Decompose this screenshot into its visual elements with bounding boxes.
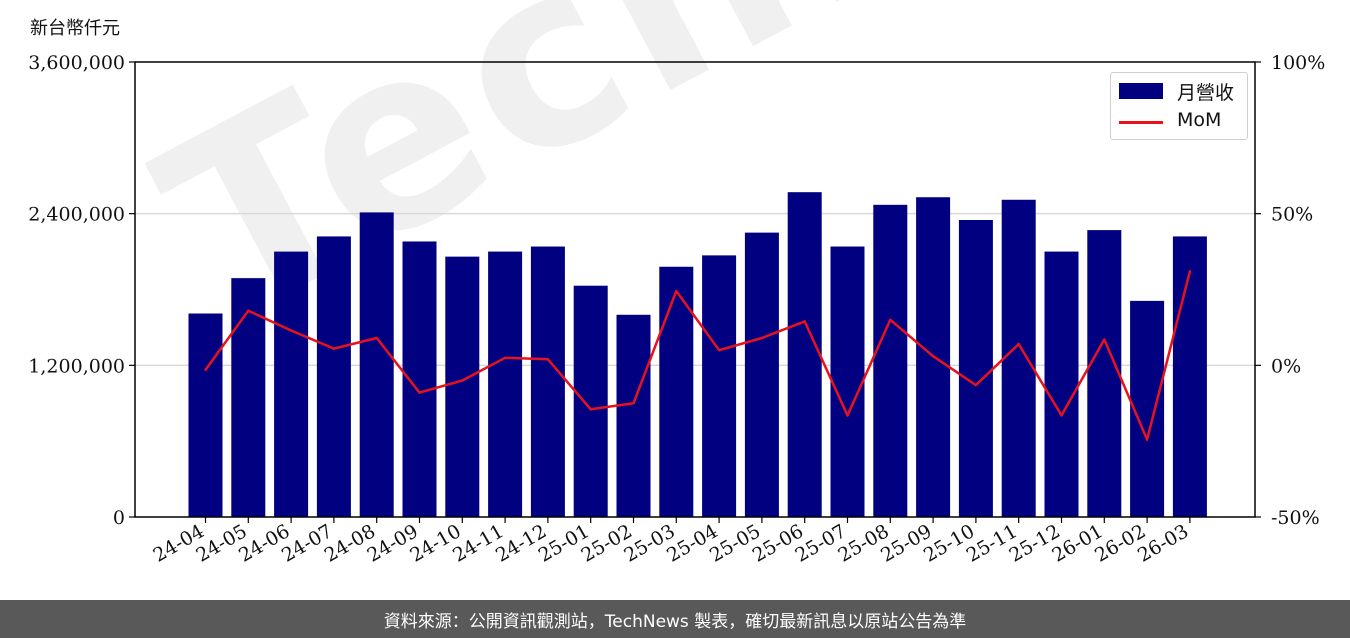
right-tick-label: -50% xyxy=(1271,507,1320,529)
bar-25-06 xyxy=(787,192,822,518)
mom-point-24-10 xyxy=(461,379,464,382)
mom-point-25-06 xyxy=(803,320,806,323)
mom-point-25-08 xyxy=(889,318,892,322)
bar-24-05 xyxy=(231,278,266,517)
mom-point-25-02 xyxy=(632,402,635,405)
mom-line xyxy=(204,270,1192,441)
bar-25-05 xyxy=(744,232,779,517)
legend-label-mom: MoM xyxy=(1177,109,1222,131)
right-tick-label: 50% xyxy=(1271,204,1313,226)
mom-point-25-12 xyxy=(1060,414,1063,417)
source-footer: 資料來源：公開資訊觀測站，TechNews 製表，確切最新訊息以原站公告為準 xyxy=(0,600,1350,638)
bar-25-07 xyxy=(830,246,865,517)
mom-point-25-05 xyxy=(760,336,764,340)
mom-point-24-09 xyxy=(418,391,421,394)
legend-swatch-mom xyxy=(1119,121,1163,124)
mom-point-24-08 xyxy=(375,336,378,340)
plot-frame xyxy=(134,61,1256,518)
bar-25-01 xyxy=(573,285,608,517)
mom-point-24-05 xyxy=(247,309,250,312)
mom-point-24-06 xyxy=(289,329,293,332)
bar-24-07 xyxy=(316,236,351,517)
bar-25-03 xyxy=(659,266,694,517)
legend-item-revenue: 月營收 xyxy=(1111,75,1247,105)
mom-point-24-11 xyxy=(503,356,507,359)
bar-24-12 xyxy=(530,246,565,517)
bar-25-08 xyxy=(873,204,908,517)
y-axis-unit-label: 新台幣仟元 xyxy=(30,18,120,39)
mom-point-24-12 xyxy=(546,358,550,361)
bar-26-03 xyxy=(1172,236,1207,517)
left-tick-label: 2,400,000 xyxy=(28,204,125,226)
bar-25-11 xyxy=(1001,199,1036,517)
right-tick-label: 100% xyxy=(1271,52,1325,74)
legend-item-mom: MoM xyxy=(1111,106,1247,136)
mom-point-25-04 xyxy=(717,348,721,352)
mom-point-24-04 xyxy=(204,368,207,372)
x-tick-label-26-03: 26-03 xyxy=(1134,520,1192,566)
mom-point-25-11 xyxy=(1017,342,1020,346)
bar-25-10 xyxy=(958,219,993,517)
bar-24-06 xyxy=(274,251,309,518)
left-tick-label: 1,200,000 xyxy=(28,355,125,377)
mom-point-24-07 xyxy=(332,347,336,350)
legend-swatch-revenue xyxy=(1119,83,1163,99)
bar-25-12 xyxy=(1044,251,1079,518)
left-tick-label: 3,600,000 xyxy=(28,52,125,74)
bar-25-02 xyxy=(616,314,651,517)
bar-26-01 xyxy=(1087,230,1122,517)
legend-label-revenue: 月營收 xyxy=(1177,82,1235,104)
bar-25-04 xyxy=(702,255,737,517)
chart-legend: 月營收 MoM xyxy=(1110,72,1248,140)
mom-point-26-01 xyxy=(1103,338,1106,341)
mom-point-25-03 xyxy=(675,289,678,293)
bar-24-11 xyxy=(488,251,523,518)
mom-point-26-02 xyxy=(1145,438,1149,441)
mom-point-25-09 xyxy=(931,355,935,358)
bar-26-02 xyxy=(1130,300,1165,517)
right-tick-label: 0% xyxy=(1271,355,1301,377)
bar-24-10 xyxy=(445,256,480,517)
bar-24-04 xyxy=(188,313,223,517)
mom-point-25-10 xyxy=(974,383,978,387)
left-tick-label: 0 xyxy=(113,507,125,529)
mom-point-26-03 xyxy=(1188,270,1192,273)
mom-point-25-07 xyxy=(846,414,849,417)
mom-point-25-01 xyxy=(589,408,592,411)
bar-24-08 xyxy=(359,212,394,517)
chart-plot: 0 1,200,000 2,400,000 3,600,000 -50% 0% 50% 100… xyxy=(28,52,1325,567)
